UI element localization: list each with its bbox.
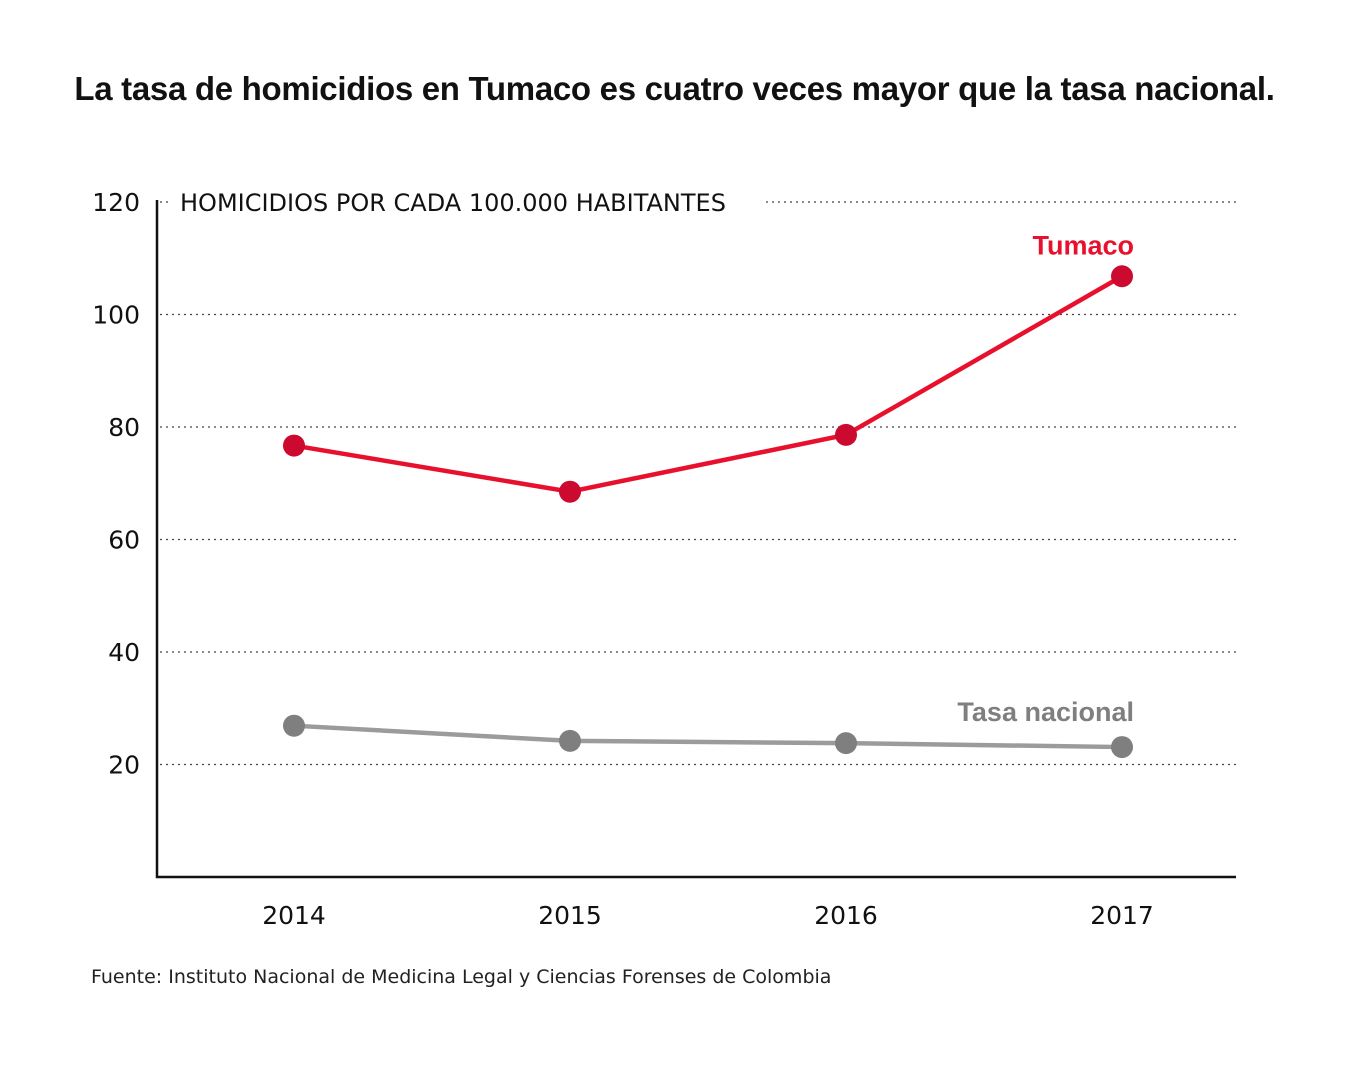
data-point (1111, 265, 1133, 288)
data-point (559, 480, 581, 503)
chart-title: La tasa de homicidios en Tumaco es cuatr… (74, 70, 1275, 107)
y-tick-label: 20 (108, 751, 140, 780)
y-tick-label: 120 (92, 188, 140, 217)
data-point (559, 729, 581, 752)
data-point (835, 423, 857, 446)
gridlines (160, 201, 1238, 766)
series-label: Tasa nacional (957, 697, 1134, 727)
series-label: Tumaco (1032, 230, 1134, 260)
x-tick-label: 2016 (814, 901, 878, 930)
series-line (293, 274, 1124, 494)
data-point (283, 434, 305, 457)
y-tick-label: 100 (92, 301, 140, 330)
series-tasa-nacional: Tasa nacional (283, 697, 1134, 759)
x-tick-label: 2014 (262, 901, 326, 930)
y-tick-labels: 20 40 60 80 100 120 (92, 188, 140, 780)
y-tick-label: 60 (108, 526, 140, 555)
series-tumaco: Tumaco (283, 230, 1134, 503)
x-tick-labels: 2014 2015 2016 2017 (262, 901, 1154, 930)
y-axis-label: HOMICIDIOS POR CADA 100.000 HABITANTES (180, 189, 726, 217)
y-tick-label: 80 (108, 413, 140, 442)
data-point (283, 714, 305, 737)
data-point (835, 732, 857, 755)
source-note: Fuente: Instituto Nacional de Medicina L… (91, 966, 832, 988)
data-point (1111, 736, 1133, 759)
y-tick-label: 40 (108, 638, 140, 667)
series-line (293, 723, 1123, 750)
x-tick-label: 2015 (538, 901, 602, 930)
x-tick-label: 2017 (1090, 901, 1154, 930)
